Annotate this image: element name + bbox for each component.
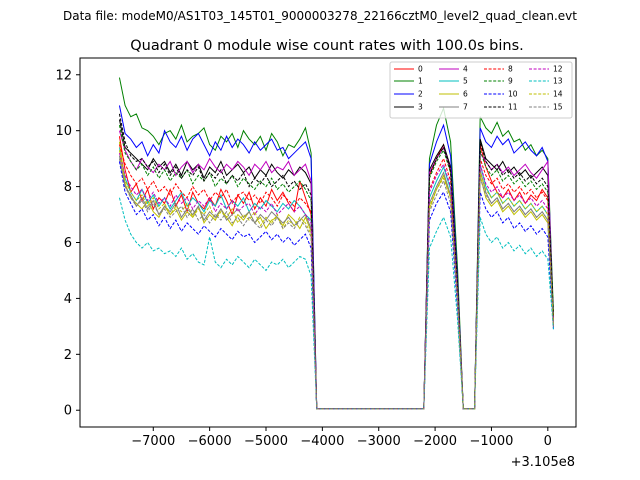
legend-label-12: 12 bbox=[553, 65, 563, 74]
y-tick-label: 6 bbox=[64, 236, 72, 251]
x-tick-label: −6000 bbox=[188, 434, 232, 449]
x-tick-label: −3000 bbox=[357, 434, 401, 449]
x-tick-label: −2000 bbox=[413, 434, 457, 449]
x-tick-label: −5000 bbox=[244, 434, 288, 449]
legend-label-14: 14 bbox=[553, 90, 563, 99]
legend-label-2: 2 bbox=[418, 90, 423, 99]
series-line-9 bbox=[118, 124, 554, 410]
series-line-11 bbox=[118, 113, 554, 410]
y-tick-label: 0 bbox=[64, 404, 72, 419]
series-line-10 bbox=[118, 161, 554, 410]
legend-label-4: 4 bbox=[463, 65, 468, 74]
series-line-6 bbox=[118, 141, 554, 410]
legend-label-13: 13 bbox=[553, 77, 563, 86]
x-offset-label: +3.105e8 bbox=[511, 455, 575, 470]
series-line-4 bbox=[118, 130, 554, 410]
series-line-2 bbox=[118, 105, 554, 410]
y-tick-label: 10 bbox=[55, 124, 72, 139]
legend-label-11: 11 bbox=[508, 103, 518, 112]
legend-label-1: 1 bbox=[418, 77, 423, 86]
legend-label-5: 5 bbox=[463, 77, 468, 86]
series-line-13 bbox=[118, 197, 554, 410]
y-tick-label: 12 bbox=[55, 68, 72, 83]
series-line-0 bbox=[118, 136, 554, 410]
legend-label-15: 15 bbox=[553, 103, 563, 112]
x-tick-label: −1000 bbox=[469, 434, 513, 449]
series-line-12 bbox=[118, 152, 554, 410]
chart-title: Quadrant 0 module wise count rates with … bbox=[130, 38, 524, 54]
legend-frame bbox=[389, 61, 573, 119]
series-layer bbox=[118, 77, 554, 410]
y-axis: 0 2 4 6 8 10 12 bbox=[55, 68, 80, 419]
legend-label-3: 3 bbox=[418, 103, 423, 112]
y-tick-label: 4 bbox=[64, 292, 72, 307]
legend-label-10: 10 bbox=[508, 90, 518, 99]
x-tick-label: −4000 bbox=[300, 434, 344, 449]
legend-label-9: 9 bbox=[508, 77, 513, 86]
series-line-8 bbox=[118, 144, 554, 410]
y-tick-label: 2 bbox=[64, 348, 72, 363]
series-line-15 bbox=[118, 158, 554, 410]
y-tick-label: 8 bbox=[64, 180, 72, 195]
suptitle: Data file: modeM0/AS1T03_145T01_90000032… bbox=[63, 9, 577, 23]
legend-label-7: 7 bbox=[463, 103, 468, 112]
series-line-14 bbox=[118, 150, 554, 410]
x-tick-label: 0 bbox=[544, 434, 552, 449]
legend-label-6: 6 bbox=[463, 90, 468, 99]
x-axis: −7000 −6000 −5000 −4000 −3000 −2000 −1000 0 bbox=[131, 427, 552, 449]
legend-label-8: 8 bbox=[508, 65, 513, 74]
legend-label-0: 0 bbox=[418, 65, 423, 74]
x-tick-label: −7000 bbox=[131, 434, 175, 449]
series-line-5 bbox=[118, 147, 554, 410]
